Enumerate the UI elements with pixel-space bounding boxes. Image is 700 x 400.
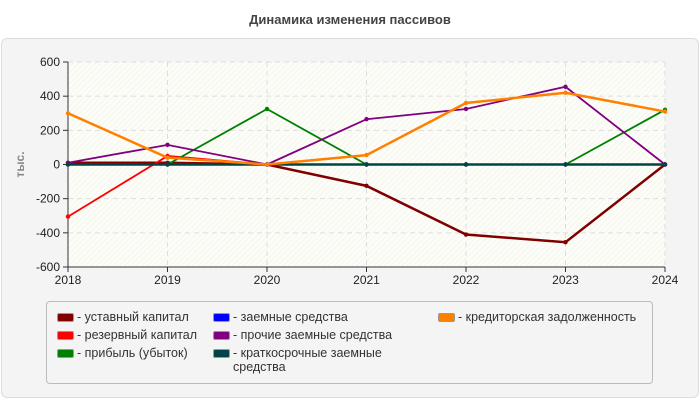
legend-swatch: [57, 313, 74, 322]
legend-swatch: [57, 331, 74, 340]
legend-item[interactable]: - краткосрочные заемные средства: [213, 346, 383, 374]
y-tick-label: 0: [53, 158, 60, 172]
data-point: [65, 214, 71, 219]
legend-label: - уставный капитал: [77, 310, 189, 324]
data-point: [65, 111, 71, 116]
data-point: [264, 106, 270, 112]
legend-label: - заемные средства: [233, 310, 348, 324]
x-tick-label: 2021: [353, 273, 380, 287]
legend-label: - прибыль (убыток): [77, 346, 188, 360]
data-point: [165, 155, 170, 160]
y-tick-label: 400: [40, 89, 60, 103]
data-point: [165, 142, 170, 148]
data-point: [264, 162, 270, 167]
data-point: [563, 90, 568, 95]
data-point: [364, 162, 369, 167]
x-tick-label: 2023: [552, 273, 579, 287]
y-tick-label: 600: [40, 55, 60, 69]
data-point: [463, 162, 469, 167]
data-point: [563, 162, 568, 167]
legend-label: - прочие заемные средства: [233, 328, 393, 342]
legend-item[interactable]: - резервный капитал: [57, 328, 197, 342]
legend-label: - кредиторская задолженность: [458, 310, 637, 324]
data-point: [463, 232, 469, 237]
legend-swatch: [57, 349, 74, 358]
x-tick-label: 2019: [154, 273, 181, 287]
y-tick-label: -200: [36, 192, 60, 206]
y-axis-label: тыс.: [13, 151, 27, 177]
data-point: [364, 117, 369, 122]
legend-label: - краткосрочные заемные средства: [233, 346, 382, 374]
data-point: [65, 162, 71, 167]
data-point: [463, 106, 469, 112]
data-point: [364, 152, 369, 158]
data-point: [364, 183, 369, 189]
x-tick-label: 2022: [453, 273, 480, 287]
legend: - уставный капитал - резервный капитал - п…: [46, 301, 653, 384]
y-tick-label: 200: [40, 123, 60, 137]
data-point: [563, 240, 568, 245]
legend-swatch: [438, 313, 455, 322]
legend-swatch: [213, 313, 230, 322]
data-point: [563, 84, 568, 89]
legend-item[interactable]: - прочие заемные средства: [213, 328, 392, 342]
x-tick-label: 2020: [254, 273, 281, 287]
legend-item[interactable]: - прибыль (убыток): [57, 346, 188, 360]
data-point: [662, 109, 668, 114]
legend-swatch: [213, 349, 230, 358]
legend-item[interactable]: - заемные средства: [213, 310, 348, 324]
data-point: [463, 100, 469, 106]
legend-item[interactable]: - уставный капитал: [57, 310, 189, 324]
legend-label: - резервный капитал: [77, 328, 198, 342]
legend-item[interactable]: - кредиторская задолженность: [438, 310, 636, 324]
y-tick-label: -600: [36, 260, 60, 274]
y-tick-label: -400: [36, 226, 60, 240]
data-point: [662, 162, 668, 167]
data-point: [165, 162, 170, 167]
x-tick-label: 2018: [55, 273, 82, 287]
x-tick-label: 2024: [652, 273, 679, 287]
legend-swatch: [213, 331, 230, 340]
chart-title: Динамика изменения пассивов: [249, 12, 451, 27]
